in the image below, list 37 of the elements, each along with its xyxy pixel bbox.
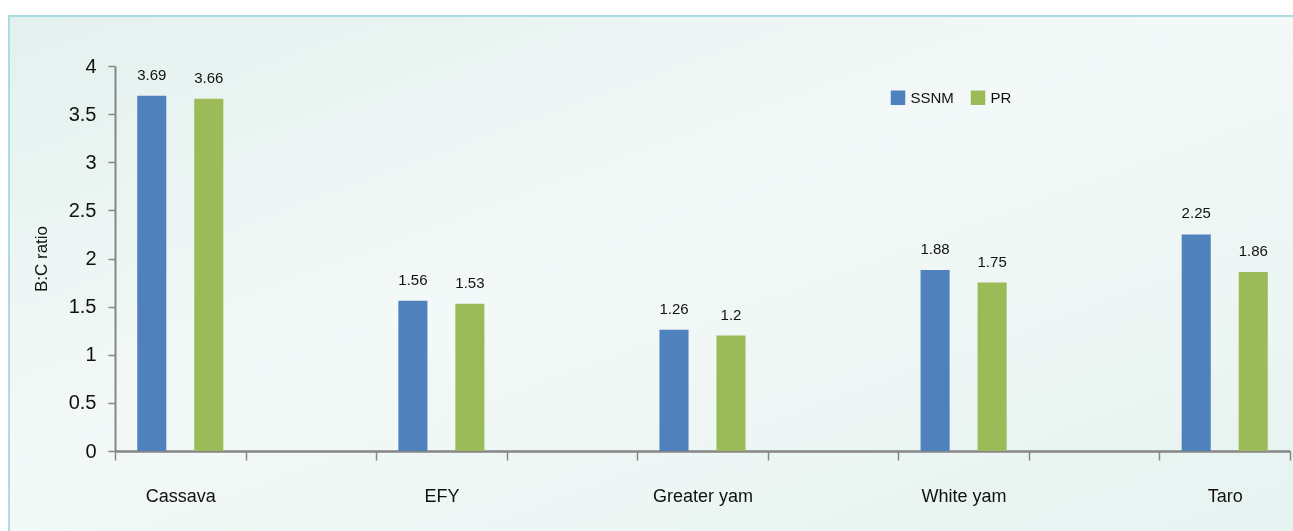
y-axis-title: B:C ratio [31, 225, 51, 293]
y-tick-label: 0.5 [68, 391, 97, 414]
y-tick-label: 2.5 [68, 198, 97, 221]
y-tick-label: 2 [85, 247, 97, 269]
data-label: 2.25 [1181, 204, 1211, 222]
bar [716, 335, 746, 451]
y-tick-label: 4 [85, 54, 97, 77]
bar [920, 270, 950, 451]
x-tick-label: Taro [1207, 485, 1243, 506]
bar [977, 282, 1007, 451]
data-label: 1.88 [920, 240, 950, 258]
legend-label: PR [990, 88, 1012, 106]
data-label: 1.53 [455, 273, 485, 291]
data-label: 1.86 [1238, 241, 1268, 259]
legend-label: SSNM [910, 88, 954, 106]
data-label: 1.56 [398, 270, 428, 288]
y-tick-label: 3 [85, 150, 97, 173]
y-tick-label: 1.5 [68, 295, 97, 318]
y-tick-label: 1 [85, 343, 97, 366]
data-label: 1.26 [659, 299, 689, 317]
bar [1238, 271, 1268, 451]
bar [659, 329, 689, 451]
data-label: 3.66 [194, 68, 224, 86]
data-label: 3.69 [137, 65, 167, 83]
x-tick-label: White yam [921, 485, 1007, 506]
y-tick-label: 3.5 [68, 102, 97, 125]
y-tick-label: 0 [85, 439, 97, 462]
bar [194, 98, 224, 451]
data-label: 1.75 [977, 252, 1007, 270]
x-tick-label: EFY [424, 485, 460, 506]
bar [398, 300, 428, 451]
bar [137, 95, 167, 451]
x-tick-label: Greater yam [652, 485, 754, 506]
data-label: 1.2 [720, 305, 742, 323]
bar [1181, 234, 1211, 451]
x-tick-label: Cassava [145, 485, 217, 506]
bar [455, 303, 485, 451]
